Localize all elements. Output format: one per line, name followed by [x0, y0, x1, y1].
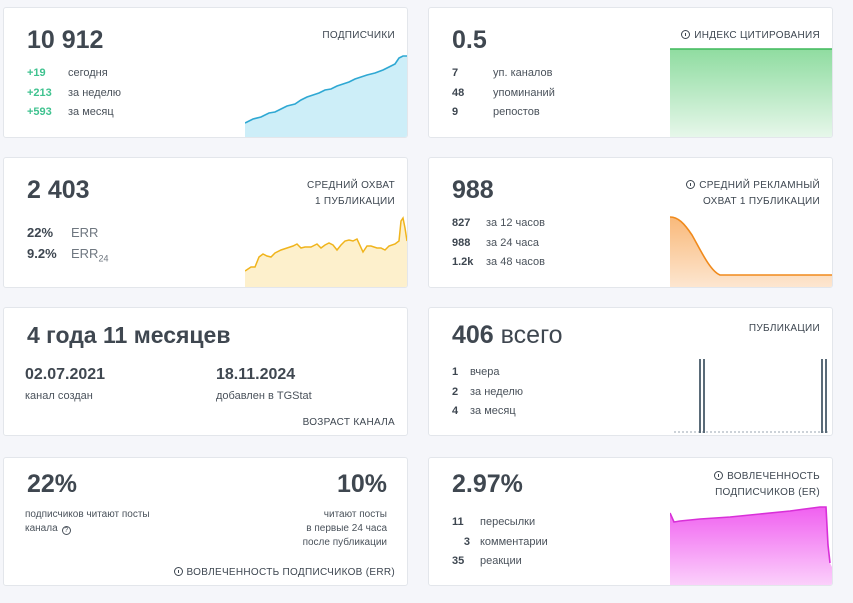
- subscribers-sparkline: [245, 55, 407, 137]
- citation-stats: 7 уп. каналов 48 упоминаний 9 репостов: [452, 64, 555, 123]
- subscribers-card[interactable]: 10 912 ПОДПИСЧИКИ +19 сегодня +213 за неде…: [3, 7, 408, 138]
- clock-icon: [686, 180, 696, 189]
- posts-label: ПУБЛИКАЦИИ: [748, 323, 820, 334]
- reach-label: СРЕДНИЙ ОХВАТ 1 ПУБЛИКАЦИИ: [307, 180, 395, 207]
- subscribers-stats: +19 сегодня +213 за неделю +593 за месяц: [27, 64, 121, 123]
- er-chart: [670, 506, 832, 585]
- engagement-card[interactable]: 22% подписчиков читают посты канала? 10%…: [3, 457, 408, 586]
- engagement-label: ВОВЛЕЧЕННОСТЬ ПОДПИСЧИКОВ (ERR): [173, 567, 395, 578]
- added-label: добавлен в TGStat: [216, 390, 312, 402]
- stat-week: +213 за неделю: [27, 86, 122, 99]
- clock-icon: [173, 567, 183, 576]
- stat-posts-month: 4 за месяц: [452, 405, 516, 417]
- created-date: 02.07.2021: [25, 366, 106, 383]
- er-card[interactable]: 2.97% ВОВЛЕЧЕННОСТЬ ПОДПИСЧИКОВ (ER) 11 пе…: [428, 457, 833, 586]
- er-value: 2.97%: [452, 470, 523, 498]
- err-row: 22% ERR: [27, 225, 99, 240]
- stat-24h: 988 за 24 часа: [452, 236, 539, 249]
- engagement-left-value: 22%: [27, 470, 78, 498]
- ad-reach-value: 988: [452, 176, 494, 204]
- engagement-right-value: 10%: [336, 470, 387, 498]
- err-block: 22% ERR 9.2% ERR24: [27, 222, 108, 270]
- posts-value: 406 всего: [452, 321, 563, 349]
- stat-mentions: 48 упоминаний: [452, 86, 555, 99]
- question-icon[interactable]: ?: [61, 526, 71, 535]
- stat-48h: 1.2k за 48 часов: [452, 256, 545, 268]
- err24-row: 9.2% ERR24: [27, 246, 109, 264]
- age-value: 4 года 11 месяцев: [27, 322, 231, 348]
- age-label: ВОЗРАСТ КАНАЛА: [302, 417, 395, 428]
- stat-month: +593 за месяц: [27, 106, 114, 118]
- stat-12h: 827 за 12 часов: [452, 217, 545, 229]
- citation-card[interactable]: 0.5 ИНДЕКС ЦИТИРОВАНИЯ 7 уп. каналов 48 уп…: [428, 7, 833, 138]
- stat-channels: 7 уп. каналов: [452, 67, 553, 79]
- stat-comments: 3 комментарии: [463, 535, 548, 548]
- citation-label: ИНДЕКС ЦИТИРОВАНИЯ: [681, 28, 820, 44]
- ad-reach-chart: [670, 216, 832, 287]
- citation-index: 0.5: [452, 26, 487, 54]
- reach-sparkline: [245, 216, 407, 287]
- created-label: канал создан: [25, 390, 93, 402]
- stat-reposts: 9 репостов: [452, 106, 540, 118]
- engagement-right-text: читают посты в первые 24 часа после публ…: [302, 509, 387, 548]
- stat-forwards: 11 пересылки: [452, 516, 536, 528]
- citation-chart: [670, 48, 832, 137]
- posts-stats: 1 вчера 2 за неделю 4 за месяц: [452, 363, 523, 422]
- stat-posts-week: 2 за неделю: [452, 385, 524, 398]
- reach-value: 2 403: [27, 176, 90, 204]
- subscribers-count: 10 912: [27, 26, 104, 54]
- clock-icon: [681, 30, 691, 39]
- posts-card[interactable]: 406 всего ПУБЛИКАЦИИ 1 вчера 2 за неделю 4…: [428, 307, 833, 436]
- ad-reach-label: СРЕДНИЙ РЕКЛАМНЫЙ ОХВАТ 1 ПУБЛИКАЦИИ: [686, 178, 820, 210]
- stat-today: +19 сегодня: [27, 67, 108, 79]
- er-label: ВОВЛЕЧЕННОСТЬ ПОДПИСЧИКОВ (ER): [714, 471, 820, 498]
- subscribers-label: ПОДПИСЧИКИ: [322, 30, 395, 41]
- added-date: 18.11.2024: [216, 366, 296, 383]
- stat-yesterday: 1 вчера: [452, 366, 500, 378]
- ad-reach-card[interactable]: 988 СРЕДНИЙ РЕКЛАМНЫЙ ОХВАТ 1 ПУБЛИКАЦИИ …: [428, 157, 833, 288]
- er-stats: 11 пересылки 3 комментарии 35 реакции: [452, 513, 548, 572]
- age-card[interactable]: 4 года 11 месяцев 02.07.2021 канал созда…: [3, 307, 408, 436]
- reach-card[interactable]: 2 403 СРЕДНИЙ ОХВАТ 1 ПУБЛИКАЦИИ 22% ERR 9…: [3, 157, 408, 288]
- posts-chart: [674, 359, 828, 433]
- engagement-left-text: подписчиков читают посты канала?: [25, 509, 150, 535]
- ad-reach-stats: 827 за 12 часов 988 за 24 часа 1.2k за 48 ч…: [452, 214, 545, 273]
- stat-reactions: 35 реакции: [452, 555, 522, 567]
- clock-icon: [714, 471, 724, 480]
